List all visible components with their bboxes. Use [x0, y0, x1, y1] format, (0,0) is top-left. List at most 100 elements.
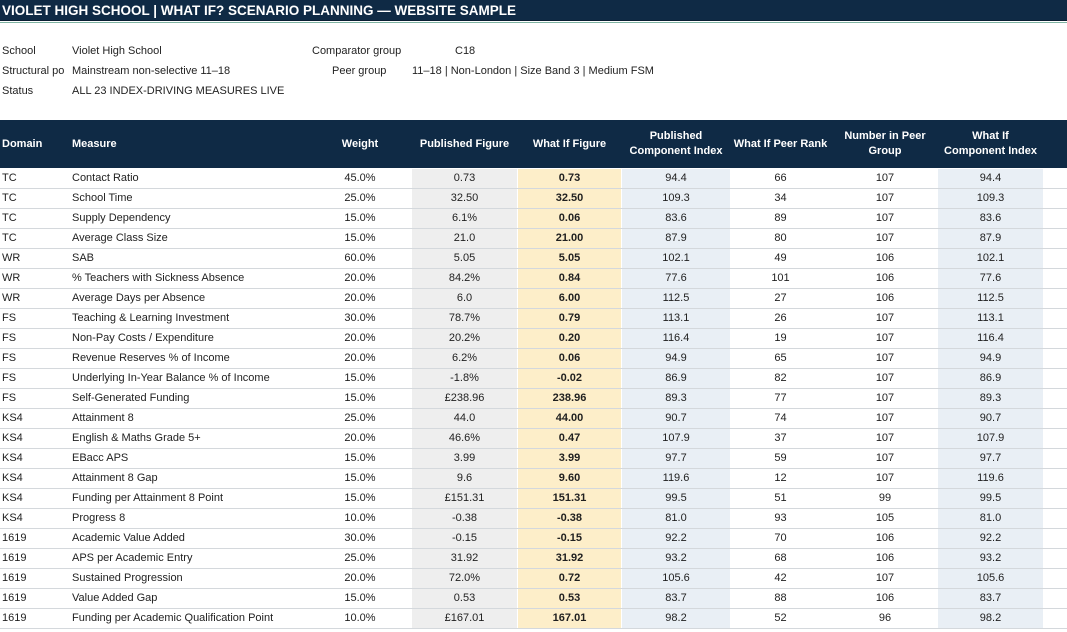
cell-weight: 25.0%: [344, 412, 376, 424]
cell-what-if-rank: 70: [774, 532, 787, 544]
cell-domain: FS: [2, 312, 17, 324]
cell-what-if-figure[interactable]: 0.73: [518, 169, 621, 188]
cell-what-if-figure[interactable]: 0.79: [518, 309, 621, 328]
cell-what-if-figure[interactable]: -0.02: [518, 369, 621, 388]
cell-peer-count: 107: [875, 332, 895, 344]
cell-what-if-figure[interactable]: 44.00: [518, 409, 621, 428]
table-row: KS4 Attainment 8 25.0% 44.0 44.00 90.7 74 107 90…: [0, 409, 1067, 429]
cell-what-if-figure[interactable]: -0.38: [518, 509, 621, 528]
cell-what-if-index: 90.7: [938, 409, 1043, 428]
cell-domain: 1619: [2, 532, 27, 544]
cell-what-if-figure[interactable]: 0.20: [518, 329, 621, 348]
cell-weight: 15.0%: [344, 492, 376, 504]
cell-what-if-figure[interactable]: 238.96: [518, 389, 621, 408]
cell-measure: English & Maths Grade 5+: [72, 432, 201, 444]
status-label: Status: [2, 85, 34, 97]
table-row: 1619 Academic Value Added 30.0% -0.15 -0.15 9…: [0, 529, 1067, 549]
col-header-published-figure[interactable]: Published Figure: [419, 137, 510, 150]
col-header-what-if-rank[interactable]: What If Peer Rank: [733, 137, 828, 150]
cell-weight: 20.0%: [344, 432, 376, 444]
cell-what-if-figure[interactable]: -0.15: [518, 529, 621, 548]
cell-weight: 10.0%: [344, 612, 376, 624]
status-value: ALL 23 INDEX-DRIVING MEASURES LIVE: [72, 85, 285, 97]
sheet-title: VIOLET HIGH SCHOOL | WHAT IF? SCENARIO P…: [0, 0, 1067, 21]
cell-domain: KS4: [2, 452, 23, 464]
cell-what-if-figure[interactable]: 6.00: [518, 289, 621, 308]
cell-measure: Non-Pay Costs / Expenditure: [72, 332, 214, 344]
cell-what-if-rank: 26: [774, 312, 787, 324]
cell-measure: Progress 8: [72, 512, 126, 524]
cell-what-if-figure[interactable]: 0.06: [518, 209, 621, 228]
cell-measure: Attainment 8 Gap: [72, 472, 158, 484]
cell-domain: FS: [2, 352, 17, 364]
cell-published-index: 113.1: [622, 309, 730, 328]
cell-what-if-figure[interactable]: 9.60: [518, 469, 621, 488]
cell-what-if-figure[interactable]: 5.05: [518, 249, 621, 268]
cell-what-if-figure[interactable]: 0.84: [518, 269, 621, 288]
cell-published-figure: 44.0: [412, 409, 517, 428]
col-header-what-if-index[interactable]: What If Component Index: [938, 120, 1043, 168]
cell-domain: WR: [2, 292, 21, 304]
col-header-peer-count[interactable]: Number in Peer Group: [834, 120, 936, 168]
cell-published-figure: 0.53: [412, 589, 517, 608]
cell-published-figure: £151.31: [412, 489, 517, 508]
cell-what-if-index: 93.2: [938, 549, 1043, 568]
cell-peer-count: 99: [878, 492, 892, 504]
col-header-published-index[interactable]: Published Component Index: [622, 120, 730, 168]
cell-what-if-index: 116.4: [938, 329, 1043, 348]
comparator-value: C18: [455, 45, 476, 57]
cell-measure: Revenue Reserves % of Income: [72, 352, 230, 364]
cell-domain: FS: [2, 332, 17, 344]
cell-what-if-rank: 89: [774, 212, 787, 224]
table-row: 1619 Value Added Gap 15.0% 0.53 0.53 83.7 88 10…: [0, 589, 1067, 609]
cell-published-index: 87.9: [622, 229, 730, 248]
cell-what-if-index: 99.5: [938, 489, 1043, 508]
table-row: 1619 Sustained Progression 20.0% 72.0% 0.72 1…: [0, 569, 1067, 589]
table-header: Domain Measure Weight Published Figure W…: [0, 120, 1067, 168]
table-row: FS Self-Generated Funding 15.0% £238.96 238.…: [0, 389, 1067, 409]
table-row: TC Contact Ratio 45.0% 0.73 0.73 94.4 66 107 94.…: [0, 169, 1067, 189]
cell-published-figure: 6.2%: [412, 349, 517, 368]
cell-what-if-figure[interactable]: 31.92: [518, 549, 621, 568]
cell-what-if-figure[interactable]: 32.50: [518, 189, 621, 208]
cell-published-figure: 0.73: [412, 169, 517, 188]
cell-published-figure: 5.05: [412, 249, 517, 268]
cell-peer-count: 106: [875, 272, 895, 284]
cell-what-if-figure[interactable]: 0.06: [518, 349, 621, 368]
cell-what-if-figure[interactable]: 151.31: [518, 489, 621, 508]
cell-what-if-index: 98.2: [938, 609, 1043, 628]
cell-weight: 20.0%: [344, 572, 376, 584]
cell-published-figure: 20.2%: [412, 329, 517, 348]
col-header-published-index-line2: Component Index: [629, 145, 723, 157]
cell-domain: TC: [2, 232, 17, 244]
cell-peer-count: 107: [875, 392, 895, 404]
col-header-measure[interactable]: Measure: [72, 137, 117, 150]
cell-measure: Supply Dependency: [72, 212, 171, 224]
col-header-domain[interactable]: Domain: [2, 137, 43, 150]
cell-what-if-figure[interactable]: 0.53: [518, 589, 621, 608]
cell-what-if-figure[interactable]: 0.47: [518, 429, 621, 448]
cell-what-if-index: 86.9: [938, 369, 1043, 388]
table-row: KS4 EBacc APS 15.0% 3.99 3.99 97.7 59 107 97.7: [0, 449, 1067, 469]
cell-what-if-figure[interactable]: 21.00: [518, 229, 621, 248]
cell-what-if-figure[interactable]: 167.01: [518, 609, 621, 628]
cell-published-index: 116.4: [622, 329, 730, 348]
col-header-weight[interactable]: Weight: [341, 137, 379, 150]
cell-what-if-figure[interactable]: 3.99: [518, 449, 621, 468]
comparator-label: Comparator group: [312, 45, 402, 57]
table-row: TC Supply Dependency 15.0% 6.1% 0.06 83.6 89 10…: [0, 209, 1067, 229]
cell-measure: Underlying In-Year Balance % of Income: [72, 372, 270, 384]
table-row: KS4 Funding per Attainment 8 Point 15.0% £1…: [0, 489, 1067, 509]
cell-peer-count: 107: [875, 232, 895, 244]
cell-published-figure: 31.92: [412, 549, 517, 568]
cell-what-if-index: 77.6: [938, 269, 1043, 288]
cell-domain: 1619: [2, 592, 27, 604]
cell-peer-count: 107: [875, 472, 895, 484]
cell-peer-count: 106: [875, 252, 895, 264]
col-header-what-if-figure[interactable]: What If Figure: [532, 137, 607, 150]
cell-what-if-figure[interactable]: 0.72: [518, 569, 621, 588]
cell-published-index: 98.2: [622, 609, 730, 628]
cell-weight: 15.0%: [344, 372, 376, 384]
col-header-published-index-line1: Published: [649, 130, 703, 142]
cell-published-index: 94.4: [622, 169, 730, 188]
